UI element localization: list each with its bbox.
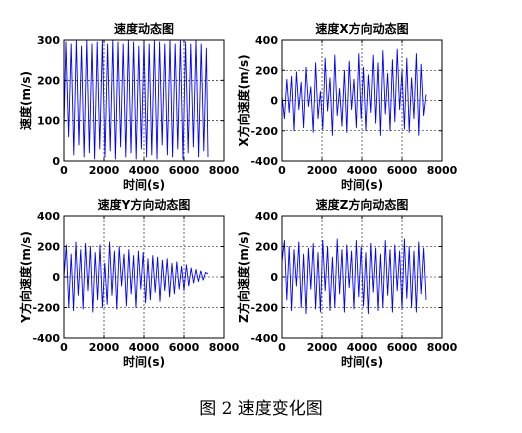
y-tick-label: 200	[255, 241, 278, 254]
y-tick-label: 400	[255, 210, 278, 223]
y-tick-label: -200	[250, 302, 278, 315]
y-tick-label: 0	[52, 271, 60, 284]
x-axis-label: 时间(s)	[341, 354, 383, 369]
x-tick-label: 2000	[307, 341, 338, 354]
series-line-1	[281, 238, 427, 315]
x-tick-label: 0	[278, 341, 286, 354]
y-tick-label: 0	[270, 271, 278, 284]
x-tick-label: 0	[60, 341, 68, 354]
series-line-1	[63, 241, 209, 313]
y-tick-label: 400	[37, 210, 60, 223]
x-tick-label: 4000	[347, 341, 378, 354]
y-tick-label: 200	[255, 64, 278, 77]
x-tick-label: 6000	[169, 164, 200, 177]
figure-caption: 图 2 速度变化图	[199, 399, 323, 419]
x-tick-label: 2000	[89, 341, 120, 354]
y-axis-label: Z方向速度(m/s)	[236, 231, 251, 323]
y-tick-label: 0	[52, 155, 60, 168]
chart-panel-3: 0 2000 4000 6000 8000 -400 -200 0 200 400 速度Y方向动态图…	[18, 197, 240, 369]
x-tick-label: 4000	[129, 164, 160, 177]
x-tick-label: 6000	[169, 341, 200, 354]
x-axis-label: 时间(s)	[341, 177, 383, 192]
y-tick-label: 200	[37, 74, 60, 87]
series-line-1	[63, 39, 209, 160]
x-tick-label: 4000	[347, 164, 378, 177]
x-tick-label: 8000	[427, 341, 458, 354]
y-tick-label: 300	[37, 34, 60, 47]
x-tick-label: 0	[60, 164, 68, 177]
y-tick-label: -400	[250, 155, 278, 168]
y-axis-label: Y方向速度(m/s)	[18, 231, 33, 324]
x-tick-label: 6000	[387, 164, 418, 177]
chart-title: 速度Z方向动态图	[316, 197, 409, 212]
y-tick-label: 0	[270, 95, 278, 108]
y-tick-label: -400	[250, 332, 278, 345]
x-tick-label: 4000	[129, 341, 160, 354]
chart-title: 速度X方向动态图	[315, 21, 408, 36]
y-tick-label: -200	[250, 125, 278, 138]
chart-title: 速度Y方向动态图	[98, 197, 191, 212]
x-tick-label: 0	[278, 164, 286, 177]
x-tick-label: 2000	[307, 164, 338, 177]
x-tick-label: 8000	[427, 164, 458, 177]
x-tick-label: 8000	[209, 341, 240, 354]
series-line-1	[281, 48, 427, 136]
x-axis-label: 时间(s)	[123, 354, 165, 369]
y-tick-label: 200	[37, 241, 60, 254]
y-tick-label: -400	[32, 332, 60, 345]
x-tick-label: 8000	[209, 164, 240, 177]
x-tick-label: 6000	[387, 341, 418, 354]
y-axis-label: 速度(m/s)	[18, 71, 33, 130]
chart-panel-2: 0 2000 4000 6000 8000 -400 -200 0 200 400 速度X方向动态图…	[236, 21, 458, 192]
x-tick-label: 2000	[89, 164, 120, 177]
y-axis-label: X方向速度(m/s)	[236, 54, 251, 146]
chart-panel-4: 0 2000 4000 6000 8000 -400 -200 0 200 400 速度Z方向动态图…	[236, 197, 458, 369]
chart-title: 速度动态图	[114, 21, 174, 36]
x-axis-label: 时间(s)	[123, 177, 165, 192]
y-tick-label: -200	[32, 302, 60, 315]
y-tick-label: 400	[255, 34, 278, 47]
y-tick-label: 100	[37, 115, 60, 128]
